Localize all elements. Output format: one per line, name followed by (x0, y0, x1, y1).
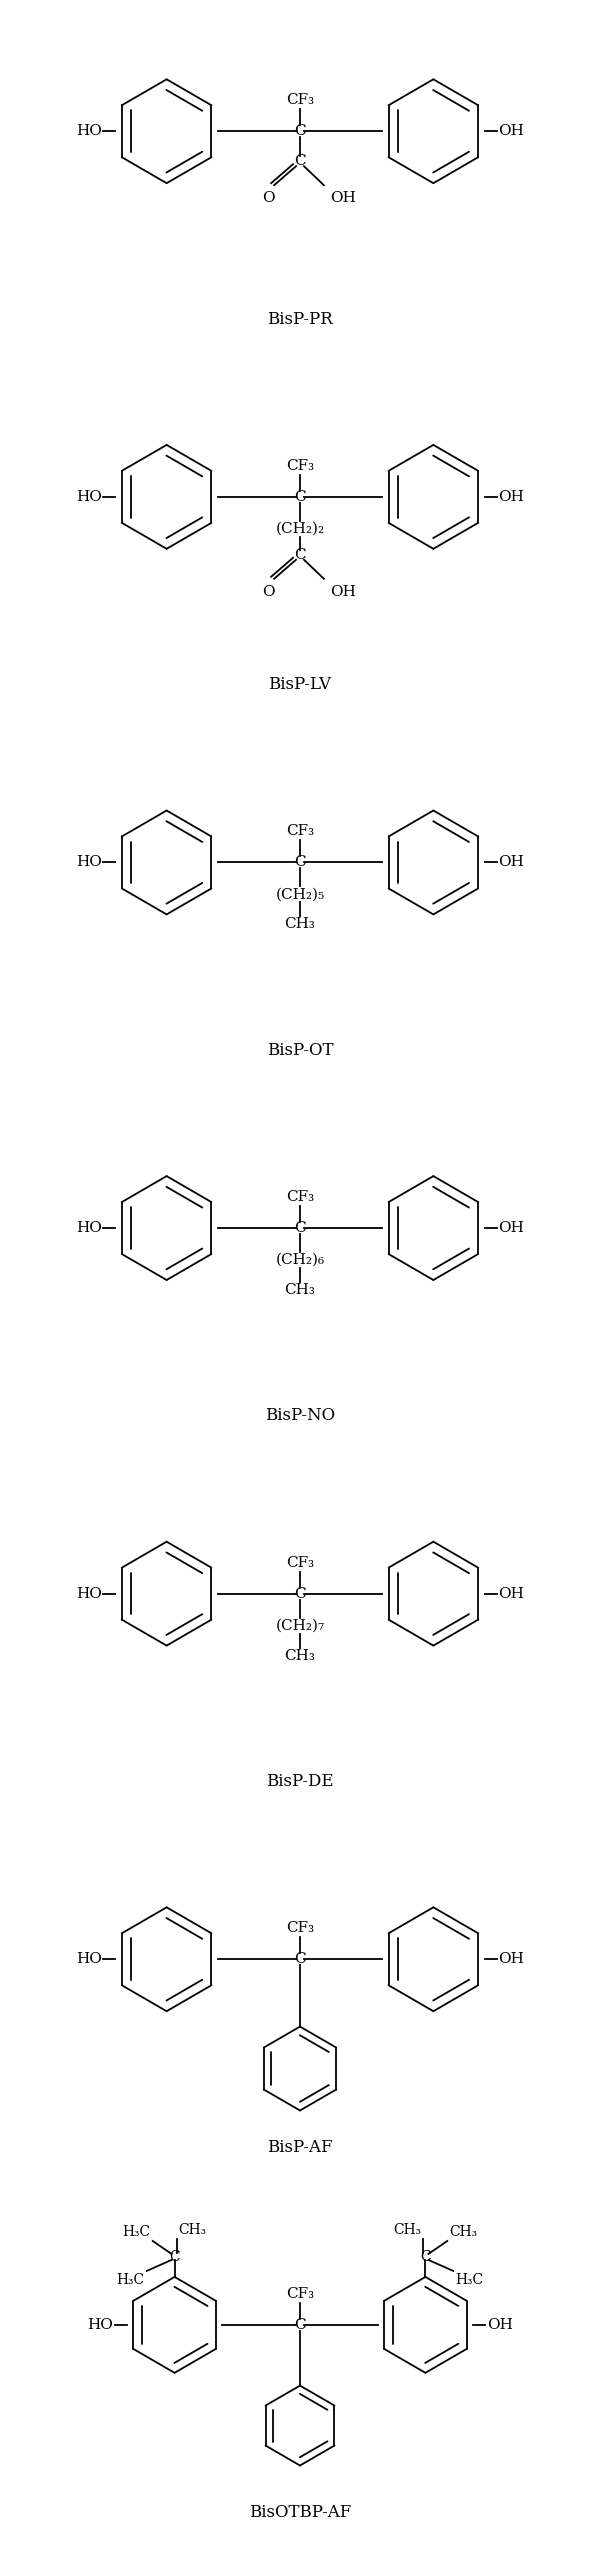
Text: CF₃: CF₃ (286, 92, 314, 108)
Text: (CH₂)₂: (CH₂)₂ (275, 522, 325, 535)
Text: OH: OH (498, 1951, 524, 1967)
Text: OH: OH (498, 489, 524, 505)
Text: CF₃: CF₃ (286, 458, 314, 474)
Text: CH₃: CH₃ (284, 1649, 316, 1662)
Text: CF₃: CF₃ (286, 1555, 314, 1570)
Text: C: C (294, 1951, 306, 1967)
Text: C: C (294, 548, 306, 561)
Text: OH: OH (498, 855, 524, 868)
Text: HO: HO (76, 1951, 102, 1967)
Text: OH: OH (498, 1588, 524, 1601)
Text: OH: OH (330, 192, 356, 205)
Text: CF₃: CF₃ (286, 1191, 314, 1204)
Text: CH₃: CH₃ (394, 2223, 421, 2236)
Text: C: C (294, 2318, 306, 2333)
Text: OH: OH (498, 1222, 524, 1234)
Text: BisOTBP-AF: BisOTBP-AF (249, 2505, 351, 2520)
Text: OH: OH (498, 125, 524, 138)
Text: BisP-OT: BisP-OT (267, 1042, 333, 1058)
Text: C: C (169, 2251, 180, 2264)
Text: OH: OH (487, 2318, 513, 2333)
Text: H₃C: H₃C (455, 2274, 484, 2287)
Text: CF₃: CF₃ (286, 825, 314, 837)
Text: C: C (294, 1222, 306, 1234)
Text: C: C (294, 125, 306, 138)
Text: HO: HO (87, 2318, 113, 2333)
Text: HO: HO (76, 489, 102, 505)
Text: CH₃: CH₃ (284, 917, 316, 932)
Text: BisP-AF: BisP-AF (267, 2138, 333, 2156)
Text: (CH₂)₇: (CH₂)₇ (275, 1619, 325, 1631)
Text: H₃C: H₃C (122, 2226, 151, 2238)
Text: CF₃: CF₃ (286, 1921, 314, 1936)
Text: BisP-DE: BisP-DE (266, 1772, 334, 1790)
Text: C: C (294, 489, 306, 505)
Text: O: O (262, 584, 274, 599)
Text: C: C (294, 855, 306, 868)
Text: HO: HO (76, 855, 102, 868)
Text: BisP-NO: BisP-NO (265, 1409, 335, 1424)
Text: CH₃: CH₃ (179, 2223, 206, 2236)
Text: C: C (294, 154, 306, 169)
Text: (CH₂)₅: (CH₂)₅ (275, 889, 325, 901)
Text: HO: HO (76, 1588, 102, 1601)
Text: HO: HO (76, 1222, 102, 1234)
Text: OH: OH (330, 584, 356, 599)
Text: C: C (294, 1588, 306, 1601)
Text: CF₃: CF₃ (286, 2287, 314, 2300)
Text: H₃C: H₃C (116, 2274, 145, 2287)
Text: CH₃: CH₃ (284, 1283, 316, 1296)
Text: C: C (420, 2251, 431, 2264)
Text: BisP-LV: BisP-LV (269, 676, 331, 694)
Text: (CH₂)₆: (CH₂)₆ (275, 1252, 325, 1268)
Text: BisP-PR: BisP-PR (267, 310, 333, 328)
Text: O: O (262, 192, 274, 205)
Text: HO: HO (76, 125, 102, 138)
Text: CH₃: CH₃ (449, 2226, 478, 2238)
